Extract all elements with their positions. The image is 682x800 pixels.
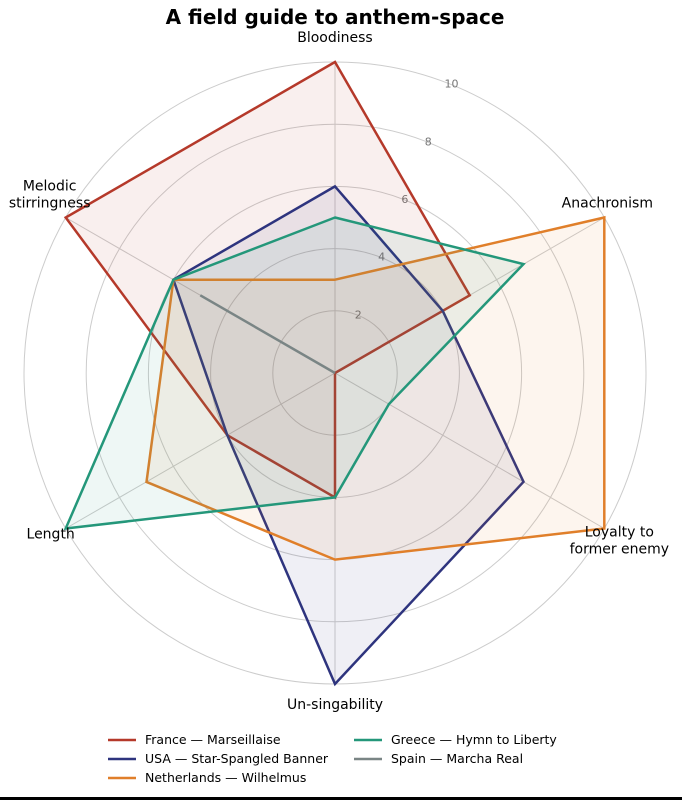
series-polygon [199,294,336,375]
axis-labels: Bloodiness Anachronism Loyalty to former en… [9,30,669,713]
grid-spoke [65,372,336,529]
legend-entry: USA — Star-Spangled Banner [145,751,329,766]
axis-label: Anachronism [562,196,653,212]
r-tick-label: 4 [378,251,385,264]
data-series [63,60,606,687]
axis-label: Loyalty to former enemy [570,525,669,558]
legend-entry: Spain — Marcha Real [391,751,523,766]
r-tick-label: 10 [445,78,459,91]
axis-label: Un-singability [287,697,383,713]
radial-tick-labels: 2 4 6 8 10 [355,78,459,322]
legend-entry: Netherlands — Wilhelmus [145,770,306,785]
axis-label: Melodic stirringness [9,179,91,212]
series-polygon [63,216,526,530]
r-tick-label: 8 [425,135,432,148]
grid-spoke [334,372,605,529]
axis-label: Length [27,527,75,543]
r-tick-label: 6 [401,193,408,206]
bottom-border [0,797,682,800]
legend-entry: France — Marseillaise [145,732,281,747]
r-tick-label: 2 [355,308,362,321]
axis-label: Bloodiness [297,30,372,46]
legend-entry: Greece — Hymn to Liberty [391,732,557,747]
legend: France — Marseillaise USA — Star-Spangled… [108,732,557,785]
chart-title: A field guide to anthem-space [166,5,505,29]
